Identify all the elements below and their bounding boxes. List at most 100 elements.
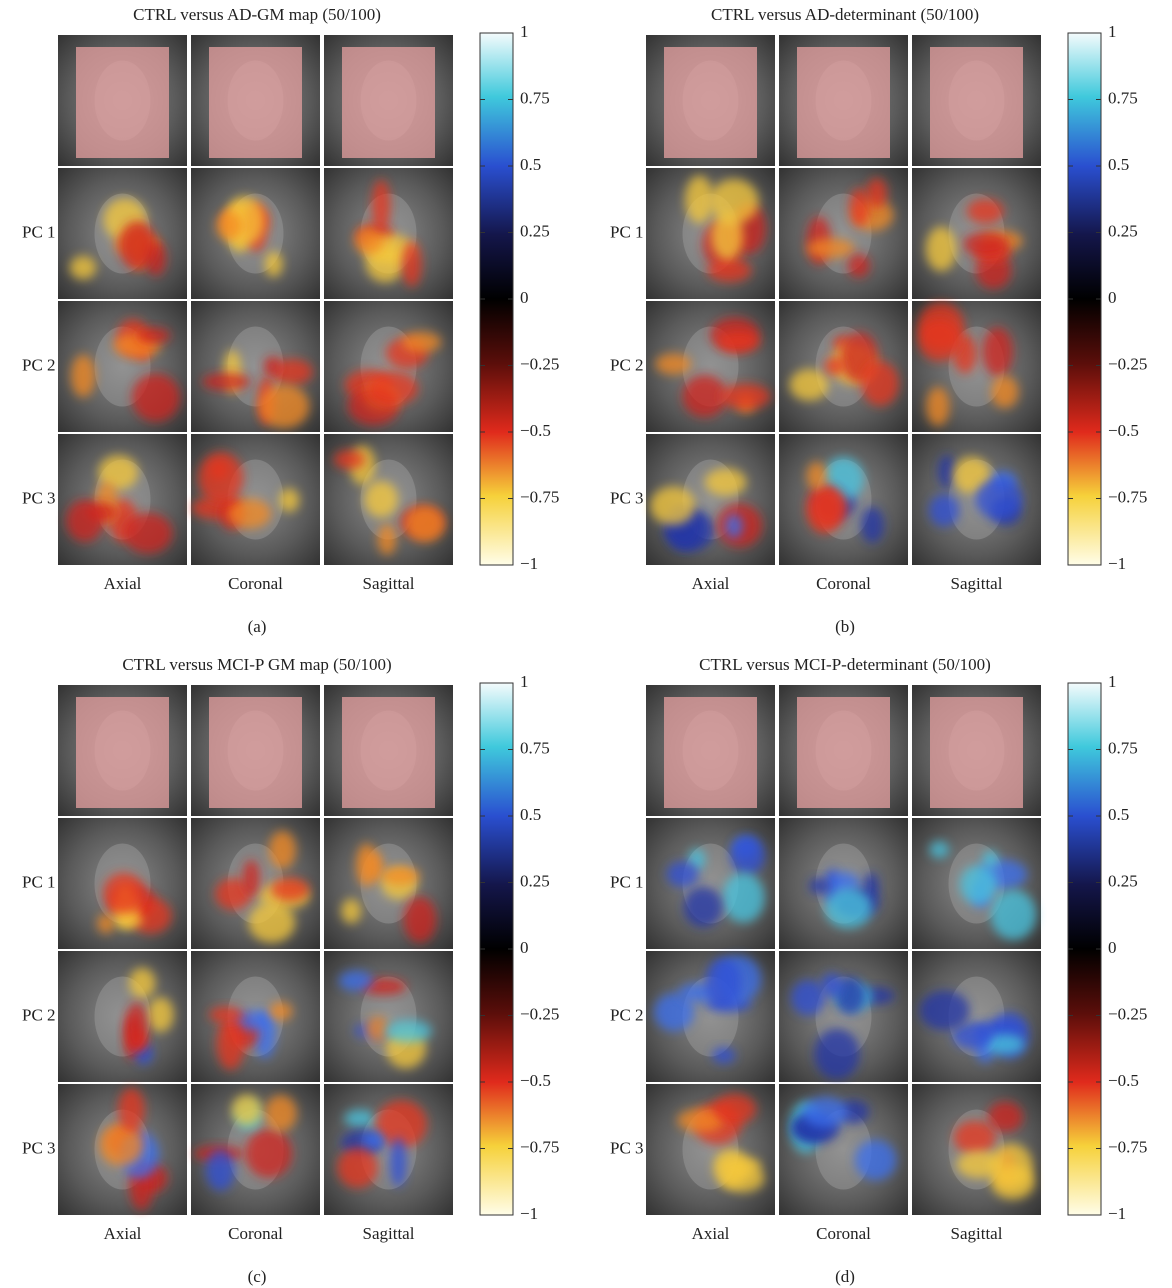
activation-blob xyxy=(118,1088,145,1131)
tick-label: 0.25 xyxy=(520,221,550,240)
caption: (a) xyxy=(248,617,267,636)
tick-label: −0.75 xyxy=(520,487,559,506)
activation-blob xyxy=(953,1024,992,1050)
roi-overlay xyxy=(342,47,435,158)
tick-label: −0.25 xyxy=(1108,1004,1147,1023)
activation-blob xyxy=(803,1097,849,1128)
row-label: PC 1 xyxy=(22,222,56,241)
row-label: PC 1 xyxy=(610,222,644,241)
caption: (b) xyxy=(835,617,855,636)
activation-blob xyxy=(725,514,743,538)
activation-blob xyxy=(718,331,760,353)
activation-blob xyxy=(378,524,397,555)
activation-blob xyxy=(683,887,722,927)
activation-blob xyxy=(385,1020,432,1042)
caption: (c) xyxy=(248,1267,267,1286)
tick-label: 0.75 xyxy=(520,738,550,757)
activation-blob xyxy=(825,888,872,928)
activation-blob xyxy=(341,899,361,924)
activation-blob xyxy=(730,836,765,875)
column-label: Axial xyxy=(692,1224,730,1243)
activation-blob xyxy=(334,450,365,469)
tick-label: −1 xyxy=(1108,554,1126,573)
activation-blob xyxy=(866,178,887,208)
activation-blob xyxy=(119,221,156,270)
column-label: Coronal xyxy=(816,574,871,593)
activation-blob xyxy=(271,878,309,901)
activation-blob xyxy=(705,958,741,1007)
activation-blob xyxy=(991,376,1018,409)
tick-label: −0.5 xyxy=(520,421,551,440)
row-label: PC 2 xyxy=(610,355,644,374)
tick-label: 0 xyxy=(520,938,529,957)
activation-blob xyxy=(855,1140,897,1180)
row-label: PC 3 xyxy=(610,488,644,507)
tick-label: 0 xyxy=(1108,938,1117,957)
row-label: PC 3 xyxy=(610,1138,644,1157)
activation-blob xyxy=(216,211,242,240)
activation-blob xyxy=(209,1007,243,1023)
activation-blob xyxy=(227,498,271,528)
activation-blob xyxy=(655,354,691,375)
roi-overlay xyxy=(664,697,757,808)
activation-blob xyxy=(148,997,174,1032)
activation-blob xyxy=(685,176,713,224)
activation-blob xyxy=(982,327,1012,376)
activation-blob xyxy=(849,188,869,227)
activation-blob xyxy=(926,387,949,426)
tick-label: 0.5 xyxy=(1108,155,1129,174)
activation-blob xyxy=(70,256,96,280)
activation-blob xyxy=(404,897,437,943)
activation-blob xyxy=(920,991,970,1031)
column-label: Axial xyxy=(104,1224,142,1243)
tick-label: −0.75 xyxy=(520,1137,559,1156)
column-label: Coronal xyxy=(816,1224,871,1243)
activation-blob xyxy=(960,865,997,904)
column-label: Axial xyxy=(104,574,142,593)
tick-label: 1 xyxy=(520,22,529,41)
activation-blob xyxy=(809,878,829,895)
roi-overlay xyxy=(930,697,1023,808)
activation-blob xyxy=(967,199,1004,224)
tick-label: 0.75 xyxy=(1108,738,1138,757)
tick-label: −0.5 xyxy=(1108,1071,1139,1090)
activation-blob xyxy=(206,1150,235,1191)
row-label: PC 3 xyxy=(22,488,56,507)
tick-label: 0.5 xyxy=(520,805,541,824)
activation-blob xyxy=(99,1123,143,1166)
row-label: PC 1 xyxy=(22,872,56,891)
panel: CTRL versus AD-determinant (50/100)PC 1P… xyxy=(610,5,1147,636)
column-label: Sagittal xyxy=(363,1224,415,1243)
activation-blob xyxy=(402,241,422,286)
tick-label: −0.25 xyxy=(520,1004,559,1023)
activation-blob xyxy=(975,479,1022,520)
tick-label: −0.5 xyxy=(520,1071,551,1090)
activation-blob xyxy=(279,488,299,512)
activation-blob xyxy=(714,1094,756,1124)
row-label: PC 1 xyxy=(610,872,644,891)
activation-blob xyxy=(814,1029,860,1079)
activation-blob xyxy=(982,851,998,868)
activation-blob xyxy=(930,841,950,858)
tick-label: −0.25 xyxy=(520,354,559,373)
activation-blob xyxy=(711,213,743,260)
tick-label: 0.75 xyxy=(520,88,550,107)
activation-blob xyxy=(381,867,420,885)
caption: (d) xyxy=(835,1267,855,1286)
activation-blob xyxy=(718,1156,761,1176)
activation-blob xyxy=(132,374,180,422)
activation-blob xyxy=(811,488,848,527)
activation-blob xyxy=(650,486,695,525)
tick-label: 1 xyxy=(1108,672,1117,691)
activation-blob xyxy=(217,1018,245,1070)
roi-overlay xyxy=(797,47,890,158)
activation-blob xyxy=(988,1102,1023,1133)
activation-blob xyxy=(712,1047,735,1063)
activation-blob xyxy=(372,180,391,232)
activation-blob xyxy=(97,914,114,934)
activation-blob xyxy=(126,1002,148,1051)
roi-overlay xyxy=(76,47,169,158)
panel: CTRL versus AD-GM map (50/100)PC 1PC 2PC… xyxy=(22,5,559,636)
tick-label: 0.75 xyxy=(1108,88,1138,107)
activation-blob xyxy=(202,373,250,390)
